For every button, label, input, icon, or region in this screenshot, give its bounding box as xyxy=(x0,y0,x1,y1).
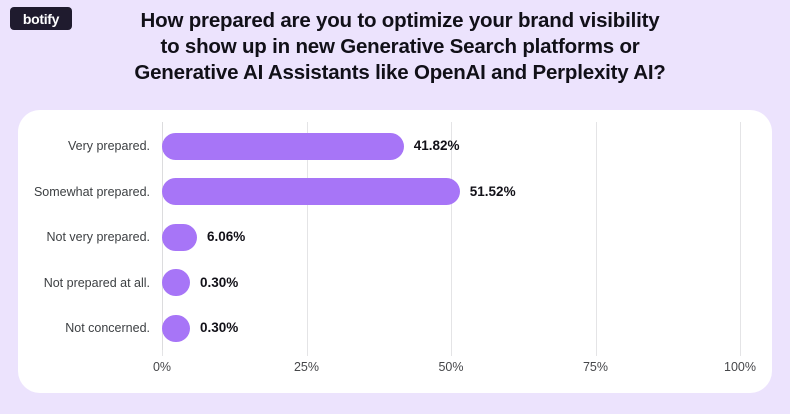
gridline-50% xyxy=(451,122,452,350)
x-axis-tick-label: 75% xyxy=(582,360,609,374)
botify-logo-text: botify xyxy=(22,10,60,27)
x-tick-mark xyxy=(306,350,308,356)
bar-1 xyxy=(162,132,404,160)
x-axis-tick-label: 0% xyxy=(152,360,172,374)
category-label: Not concerned. xyxy=(65,321,150,335)
page-title: How prepared are you to optimize your br… xyxy=(60,8,740,86)
x-tick-mark xyxy=(740,350,741,356)
bar-row: Somewhat prepared. 51.52% xyxy=(18,175,772,209)
page-title-line-2: to show up in new Generative Search plat… xyxy=(160,35,640,58)
gridline-25% xyxy=(306,122,308,350)
x-tick-mark xyxy=(595,350,597,356)
chart-card: 0% 25% 50% 75% 100% Very prepared. 41.82% Somew… xyxy=(18,110,772,393)
page-title-line-3: Generative AI Assistants like OpenAI and… xyxy=(134,61,666,84)
bar-value-label: 41.82% xyxy=(413,138,460,153)
bar-value-label: 51.52% xyxy=(469,183,516,199)
x-axis-tick-label: 25% xyxy=(293,360,320,374)
bar-4 xyxy=(162,269,190,296)
x-axis-tick-label: 50% xyxy=(438,360,464,374)
bar-row: Very prepared. 41.82% xyxy=(18,129,772,163)
category-label: Not very prepared. xyxy=(46,230,150,244)
category-label: Somewhat prepared. xyxy=(33,184,150,199)
category-label: Not prepared at all. xyxy=(43,275,150,290)
x-tick-mark xyxy=(451,350,452,356)
bar-value-label: 0.30% xyxy=(200,274,239,290)
botify-logo: botify xyxy=(10,7,72,30)
bar-row: Not very prepared. 6.06% xyxy=(18,220,772,254)
gridline-75% xyxy=(595,122,597,350)
bar-value-label: 6.06% xyxy=(207,229,246,244)
page-title-line-1: How prepared are you to optimize your br… xyxy=(140,9,660,32)
bar-3 xyxy=(162,223,198,251)
bar-2 xyxy=(162,178,460,205)
category-label: Very prepared. xyxy=(68,139,150,153)
bar-value-label: 0.30% xyxy=(200,320,239,335)
x-axis-tick-label: 100% xyxy=(724,360,756,374)
bar-row: Not concerned. 0.30% xyxy=(18,311,772,345)
gridline-100% xyxy=(740,122,741,350)
x-tick-mark xyxy=(162,350,163,356)
bar-5 xyxy=(162,314,190,342)
bar-row: Not prepared at all. 0.30% xyxy=(18,266,772,300)
bar-chart-plot-area: 0% 25% 50% 75% 100% Very prepared. 41.82% Somew… xyxy=(18,110,772,393)
